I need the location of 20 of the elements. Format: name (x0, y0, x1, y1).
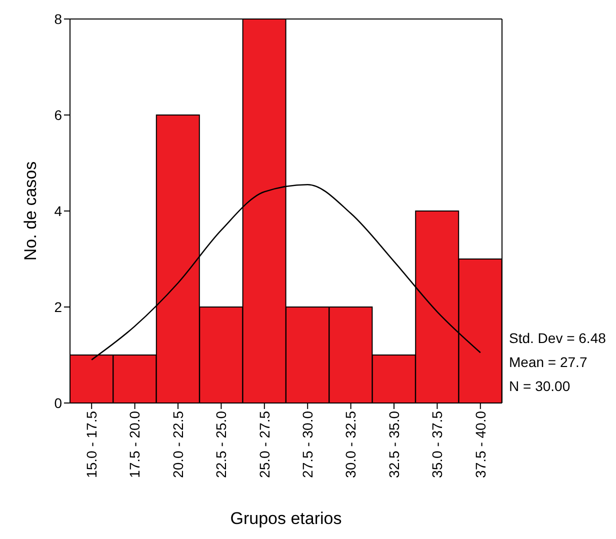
x-tick-label: 20.0 - 22.5 (170, 410, 186, 478)
text: Mean = 27.7 (509, 353, 588, 372)
x-tick-label: 17.5 - 20.0 (126, 410, 143, 478)
x-tick-label: 32.5 - 35.0 (386, 410, 402, 478)
x-tick-label: 37.5 - 40.0 (472, 410, 488, 478)
y-tick-label: 2 (54, 298, 62, 315)
y-axis-title: No. de casos (21, 161, 40, 261)
x-axis-title: Grupos etarios (230, 509, 342, 528)
x-tick-label: 30.0 - 32.5 (342, 410, 359, 478)
y-tick-label: 8 (54, 10, 62, 27)
y-tick-label: 6 (54, 106, 62, 123)
text: N = 30.00 (509, 377, 572, 396)
x-tick-label: 25.0 - 27.5 (256, 410, 272, 478)
x-tick-label: 15.0 - 17.5 (84, 410, 100, 478)
y-tick-label: 4 (54, 202, 62, 219)
x-tick-label: 22.5 - 25.0 (213, 410, 230, 478)
y-tick-label: 0 (54, 394, 62, 411)
text: Std. Dev = 6.48 (509, 329, 606, 348)
x-tick-label: 27.5 - 30.0 (300, 410, 316, 478)
x-tick-label: 35.0 - 37.5 (429, 410, 446, 478)
